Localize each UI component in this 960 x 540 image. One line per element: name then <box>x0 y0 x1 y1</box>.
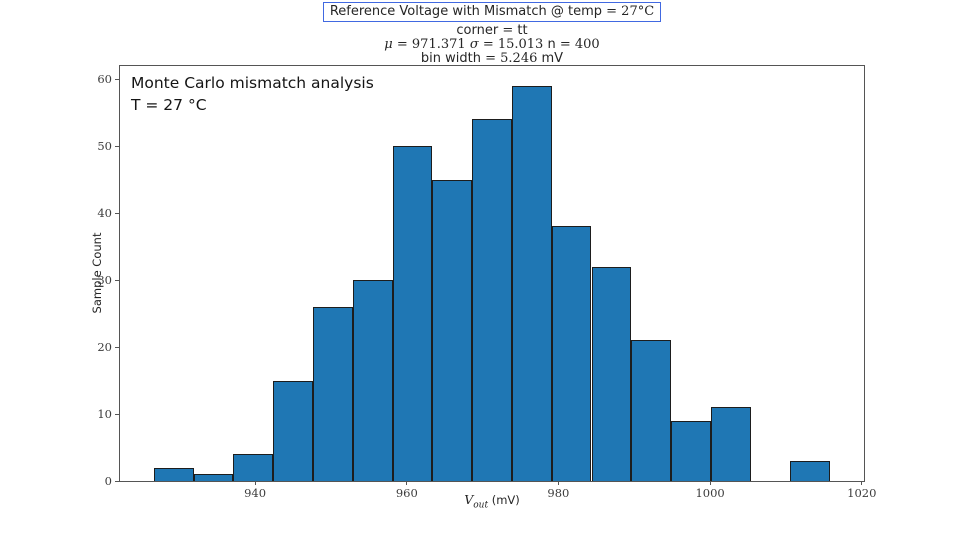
title-segment: σ <box>469 37 479 52</box>
title-segment: mV <box>541 51 564 66</box>
y-tick-mark <box>115 212 119 214</box>
annotation-line-2: T = 27 °C <box>131 95 207 114</box>
x-tick-mark <box>254 481 256 485</box>
histogram-bar <box>710 407 751 481</box>
histogram-bar <box>591 266 632 481</box>
title-segment: = 15.013 <box>478 37 548 52</box>
title-segment: = 5.246 <box>485 51 542 66</box>
title-segment: Reference Voltage with Mismatch @ temp <box>329 4 607 19</box>
histogram-bar <box>352 280 393 481</box>
plot-annotation: Monte Carlo mismatch analysis T = 27 °C <box>131 73 374 116</box>
x-tick-mark <box>861 481 863 485</box>
y-tick-label: 10 <box>97 407 112 421</box>
xlabel-variable: V <box>464 492 474 507</box>
xlabel-subscript: out <box>473 500 489 511</box>
x-axis-label: Vout (mV) <box>119 492 865 510</box>
x-tick-mark <box>557 481 559 485</box>
x-tick-label: 1000 <box>695 486 725 500</box>
y-tick-label: 20 <box>97 340 112 354</box>
title-segment: = 27°C <box>606 4 655 19</box>
y-tick-label: 0 <box>104 474 112 488</box>
x-tick-mark <box>406 481 408 485</box>
histogram-bar <box>193 474 234 481</box>
histogram-bar <box>233 454 274 481</box>
chart-subtitle-binwidth: bin width = 5.246 mV <box>119 52 865 66</box>
y-tick-label: 40 <box>97 206 112 220</box>
histogram-bar <box>511 85 552 481</box>
y-tick-label: 60 <box>97 72 112 87</box>
chart-subtitle-corner: corner = tt <box>119 24 865 38</box>
title-segment: = 971.371 <box>392 37 470 52</box>
histogram-bar <box>273 380 313 481</box>
x-tick-label: 980 <box>547 486 570 500</box>
title-segment: n <box>547 37 556 52</box>
y-tick-label: 50 <box>97 139 112 154</box>
histogram-bar <box>432 179 473 481</box>
chart-title-box: Reference Voltage with Mismatch @ temp =… <box>322 2 662 22</box>
chart-title: Reference Voltage with Mismatch @ temp =… <box>330 4 654 19</box>
xlabel-unit: (mV) <box>488 493 520 507</box>
title-segment: = 400 <box>555 37 600 52</box>
x-tick-label: 960 <box>395 486 418 500</box>
title-segment: corner <box>456 23 503 38</box>
y-tick-label: 30 <box>97 273 112 287</box>
x-tick-mark <box>709 481 711 485</box>
histogram-bar <box>313 306 353 481</box>
histogram-bar <box>671 420 711 481</box>
y-tick-mark <box>115 413 119 415</box>
histogram-bar <box>392 146 433 481</box>
y-tick-mark <box>115 78 119 80</box>
x-tick-label: 940 <box>244 486 267 500</box>
y-axis-label: Sample Count <box>90 232 104 314</box>
histogram-bar <box>631 340 672 481</box>
y-tick-mark <box>115 145 119 147</box>
x-tick-label: 1020 <box>847 486 877 500</box>
histogram-bar <box>551 226 592 481</box>
chart-subtitle-stats: μ = 971.371 σ = 15.013 n = 400 <box>119 38 865 52</box>
y-tick-mark <box>115 480 119 482</box>
y-tick-mark <box>115 279 119 281</box>
title-segment: = <box>502 23 518 38</box>
title-segment: bin width <box>420 51 486 66</box>
histogram-bar <box>153 467 194 481</box>
title-segment: tt <box>517 23 528 38</box>
histogram-bar <box>790 460 831 481</box>
plot-area: Monte Carlo mismatch analysis T = 27 °C … <box>97 65 876 500</box>
histogram-bar <box>472 119 512 481</box>
title-segment: μ <box>384 37 393 52</box>
y-tick-mark <box>115 346 119 348</box>
chart-header: Reference Voltage with Mismatch @ temp =… <box>119 2 865 66</box>
annotation-line-1: Monte Carlo mismatch analysis <box>131 74 374 92</box>
